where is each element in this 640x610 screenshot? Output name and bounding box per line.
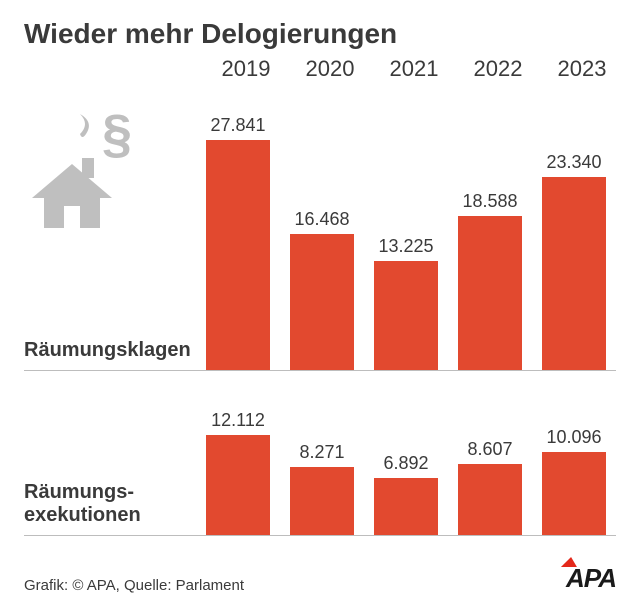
apa-logo: APA <box>566 563 616 594</box>
svg-text:§: § <box>102 110 132 164</box>
bar <box>458 464 522 535</box>
bar-slot: 16.468 <box>280 90 364 370</box>
years-header: 2019 2020 2021 2022 2023 <box>204 56 624 82</box>
bar-slot: 18.588 <box>448 90 532 370</box>
bottom-left-column: Räumungs- exekutionen <box>24 385 196 535</box>
bar <box>374 261 438 370</box>
top-chart-label: Räumungsklagen <box>24 339 196 362</box>
year-label: 2021 <box>372 56 456 82</box>
year-label: 2019 <box>204 56 288 82</box>
top-left-column: § Räumungsklagen <box>24 90 196 370</box>
bar <box>542 452 606 535</box>
top-chart-section: § Räumungsklagen 27.841 16.468 13.225 18.58… <box>24 90 616 371</box>
footer: Grafik: © APA, Quelle: Parlament APA <box>24 563 616 594</box>
bottom-chart-label: Räumungs- exekutionen <box>24 481 196 527</box>
chart-title: Wieder mehr Delogierungen <box>24 18 616 50</box>
bar-value-label: 6.892 <box>383 453 428 474</box>
bar-value-label: 8.607 <box>467 439 512 460</box>
bar <box>542 177 606 370</box>
bar <box>206 140 270 370</box>
bottom-label-line2: exekutionen <box>24 504 141 526</box>
bar-slot: 6.892 <box>364 385 448 535</box>
footer-credit: Grafik: © APA, Quelle: Parlament <box>24 577 244 594</box>
bar-value-label: 23.340 <box>546 152 601 173</box>
bar-slot: 8.271 <box>280 385 364 535</box>
year-label: 2020 <box>288 56 372 82</box>
bottom-bars-area: 12.112 8.271 6.892 8.607 10.096 <box>196 385 616 535</box>
bar-value-label: 10.096 <box>546 427 601 448</box>
bar <box>374 478 438 535</box>
bar <box>290 234 354 370</box>
year-label: 2023 <box>540 56 624 82</box>
bottom-label-line1: Räumungs- <box>24 481 134 503</box>
bar-value-label: 18.588 <box>462 191 517 212</box>
bar <box>206 435 270 535</box>
bar-slot: 12.112 <box>196 385 280 535</box>
infographic-root: Wieder mehr Delogierungen 2019 2020 2021… <box>0 0 640 610</box>
bar-slot: 8.607 <box>448 385 532 535</box>
house-paragraph-icon: § <box>24 110 154 245</box>
bar <box>290 467 354 535</box>
bar-value-label: 27.841 <box>210 115 265 136</box>
bar-slot: 27.841 <box>196 90 280 370</box>
bar-value-label: 8.271 <box>299 442 344 463</box>
bar-slot: 23.340 <box>532 90 616 370</box>
bar-slot: 13.225 <box>364 90 448 370</box>
bar-slot: 10.096 <box>532 385 616 535</box>
bar-value-label: 13.225 <box>378 236 433 257</box>
bottom-chart-section: Räumungs- exekutionen 12.112 8.271 6.892 8.… <box>24 385 616 536</box>
top-bars-area: 27.841 16.468 13.225 18.588 23.340 <box>196 90 616 370</box>
bar-value-label: 16.468 <box>294 209 349 230</box>
year-label: 2022 <box>456 56 540 82</box>
bar <box>458 216 522 370</box>
bar-value-label: 12.112 <box>211 410 265 431</box>
